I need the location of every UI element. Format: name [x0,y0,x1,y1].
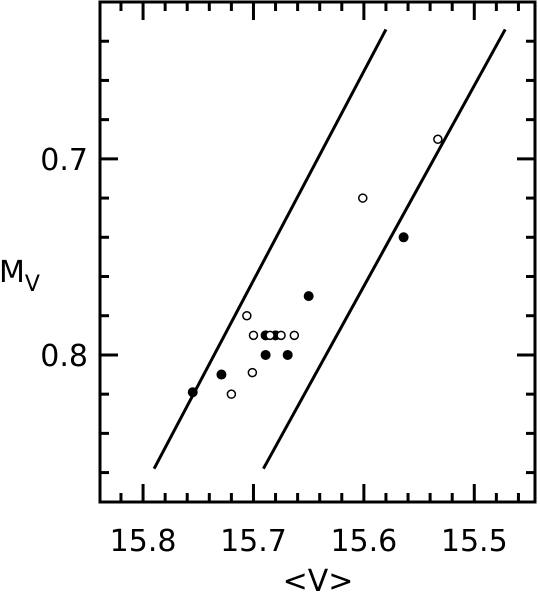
open-point [248,330,259,341]
data-points [187,134,443,399]
open-point [265,330,275,341]
filled-point [216,369,227,380]
axis-ticks [100,0,535,502]
fit-lines [152,28,507,470]
y-tick-label: 0.7 [40,143,88,178]
plot-frame [98,0,537,504]
x-tick-label: 15.8 [110,524,177,559]
open-point [433,134,443,145]
x-axis-label: <V> [283,564,354,599]
filled-point [187,387,198,398]
filled-point [303,291,314,302]
open-point [226,389,237,399]
open-point [242,310,252,321]
open-point [276,330,286,341]
open-point [247,367,258,378]
x-tick-label: 15.6 [330,524,397,559]
y-axis-label-sub: V [25,272,40,297]
y-axis-label: MV [0,255,40,297]
filled-point [398,232,409,243]
y-tick-label: 0.8 [40,339,88,374]
tick-labels: 15.8 15.7 15.6 15.5 0.7 0.8 [40,143,507,559]
open-point [358,193,368,203]
filled-point [282,349,293,360]
filled-point [260,349,271,360]
fit-line [152,28,388,470]
x-tick-label: 15.5 [441,524,508,559]
y-axis-label-main: M [0,255,25,290]
open-point [289,330,300,341]
x-tick-label: 15.7 [220,524,287,559]
fit-line [262,28,507,470]
